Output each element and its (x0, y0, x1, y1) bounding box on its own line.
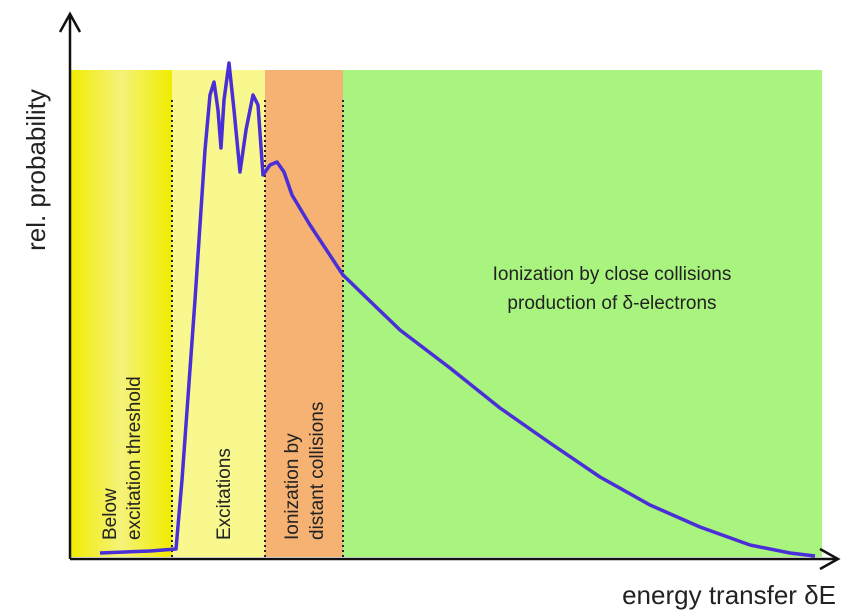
probability-curve (99, 61, 816, 558)
region-distant (265, 70, 343, 557)
region-excitations (172, 70, 265, 557)
dividers (171, 100, 344, 557)
x-axis-label: energy transfer δE (622, 580, 836, 610)
axes (58, 11, 841, 571)
region-label: Ionization by close collisions (493, 264, 732, 285)
region-label: production of δ-electrons (507, 293, 716, 314)
region-close (343, 70, 822, 557)
x-arrow (819, 547, 841, 571)
regions (70, 70, 822, 557)
region-label: Excitations (214, 448, 235, 540)
y-arrow (58, 11, 82, 33)
region-label: distant collisions (307, 402, 328, 540)
region-label: Below (100, 488, 121, 540)
region-label: excitation threshold (124, 376, 145, 540)
y-axis-label: rel. probability (21, 89, 51, 251)
region-below (70, 70, 172, 557)
region-label: Ionization by (282, 433, 303, 540)
